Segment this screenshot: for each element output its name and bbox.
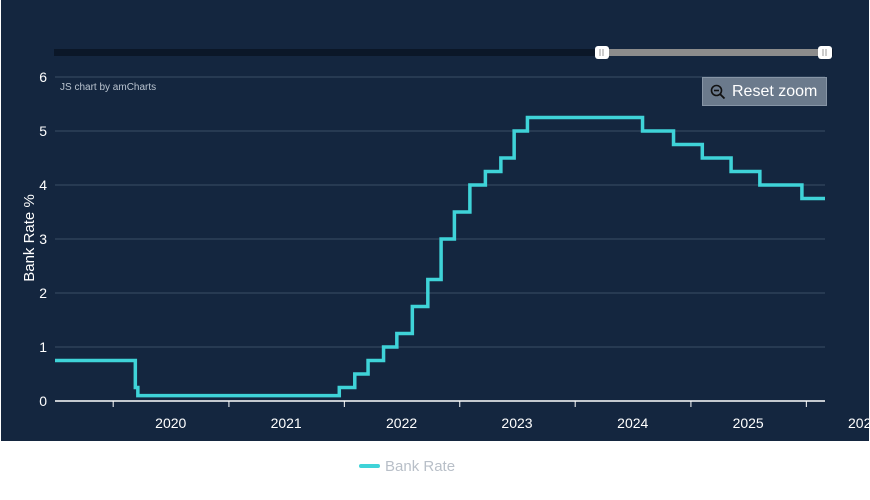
- reset-zoom-label: Reset zoom: [732, 82, 818, 100]
- y-tick-label: 2: [39, 285, 47, 301]
- scrollbar-start-grip[interactable]: [595, 46, 609, 59]
- legend[interactable]: Bank Rate: [359, 456, 455, 476]
- y-tick-label: 0: [39, 393, 47, 409]
- bank-rate-chart: 0 1 2 3 4 5 6 2020 2021 2022 2023 2024 2025 2026 Bank…: [21, 46, 869, 431]
- axis-layer: 0 1 2 3 4 5 6 2020 2021 2022 2023 2024 2025 2026: [39, 69, 869, 431]
- x-tick-label: 2026: [848, 415, 869, 431]
- legend-swatch-bank-rate: [359, 464, 380, 468]
- amcharts-credit[interactable]: JS chart by amCharts: [60, 82, 157, 93]
- scrollbar-track[interactable]: [54, 49, 833, 56]
- series-layer: [55, 115, 825, 398]
- x-tick-label: 2022: [386, 415, 417, 431]
- scrollbar-end-grip[interactable]: [818, 46, 832, 59]
- x-tick-label: 2024: [617, 415, 648, 431]
- x-tick-label: 2025: [733, 415, 764, 431]
- grid-layer: [55, 76, 825, 402]
- x-tick-label: 2023: [501, 415, 532, 431]
- y-tick-label: 6: [39, 69, 47, 85]
- chart-panel: 0 1 2 3 4 5 6 2020 2021 2022 2023 2024 2025 2026 Bank…: [1, 0, 869, 441]
- x-tick-label: 2020: [155, 415, 186, 431]
- reset-zoom-button[interactable]: Reset zoom: [702, 77, 827, 106]
- legend-label-bank-rate[interactable]: Bank Rate: [385, 457, 456, 475]
- y-tick-label: 5: [39, 123, 47, 139]
- zoom-out-icon: [710, 84, 726, 99]
- y-axis-title: Bank Rate %: [21, 194, 38, 282]
- x-tick-label: 2021: [271, 415, 302, 431]
- y-tick-label: 1: [39, 339, 47, 355]
- y-tick-label: 4: [39, 177, 47, 193]
- y-tick-label: 3: [39, 231, 47, 247]
- zoom-scrollbar[interactable]: [54, 46, 833, 59]
- scrollbar-thumb[interactable]: [601, 49, 825, 56]
- series-line-bank-rate[interactable]: [55, 115, 825, 398]
